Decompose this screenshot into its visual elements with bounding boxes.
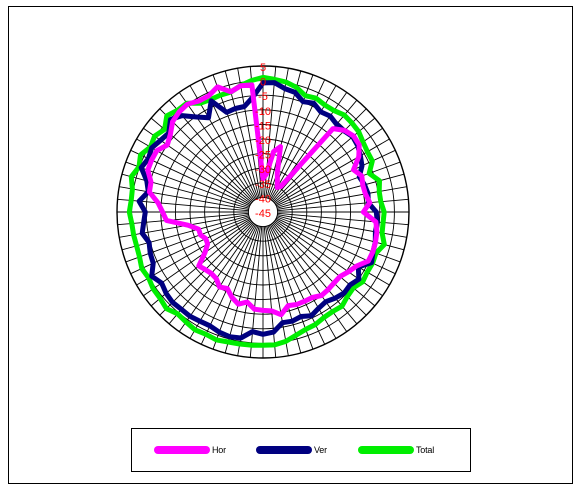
radial-tick-label: -40 <box>255 193 271 205</box>
grid-spoke <box>276 149 396 207</box>
radial-tick-label: 0 <box>260 77 266 89</box>
grid-spoke <box>275 218 390 286</box>
radial-tick-label: -35 <box>255 179 271 191</box>
grid-spoke <box>125 216 250 263</box>
grid-spoke <box>276 173 405 209</box>
grid-spoke <box>249 226 263 358</box>
legend-item-ver: Ver <box>256 441 327 459</box>
grid-spoke <box>178 92 255 201</box>
grid-spoke <box>276 217 396 275</box>
grid-spoke <box>121 215 250 251</box>
grid-spoke <box>277 214 407 238</box>
grid-spoke <box>275 138 390 206</box>
grid-spoke <box>119 186 249 210</box>
grid-spoke <box>276 161 401 208</box>
grid-spoke <box>277 198 409 212</box>
radial-tick-label: -20 <box>255 135 271 147</box>
grid-spoke <box>121 173 250 209</box>
legend-swatch-total <box>358 446 414 454</box>
grid-spoke <box>263 226 277 358</box>
legend-label-ver: Ver <box>314 445 327 455</box>
grid-spoke <box>277 186 407 210</box>
series-line-hor <box>145 82 380 318</box>
grid-spoke <box>237 226 261 356</box>
grid-spoke <box>273 221 376 307</box>
grid-spoke <box>130 217 250 275</box>
grid-spoke <box>117 212 249 226</box>
radial-tick-label: -30 <box>255 164 271 176</box>
radial-tick-label: -5 <box>258 91 268 103</box>
grid-spoke <box>273 222 367 316</box>
grid-spoke <box>274 220 383 297</box>
radial-tick-label: -25 <box>255 150 271 162</box>
legend-swatch-ver <box>256 446 312 454</box>
grid-spoke <box>266 225 302 354</box>
grid-spoke <box>159 108 253 202</box>
legend: Hor Ver Total <box>131 428 471 472</box>
grid-spoke <box>265 226 289 356</box>
legend-label-total: Total <box>416 445 435 455</box>
radial-tick-label: 5 <box>260 62 266 74</box>
legend-item-hor: Hor <box>154 441 226 459</box>
grid-spoke <box>224 225 260 354</box>
radial-tick-label: -45 <box>255 208 271 220</box>
radial-tick-label: -15 <box>255 120 271 132</box>
grid-spoke <box>136 218 251 286</box>
legend-item-total: Total <box>358 441 434 459</box>
radial-tick-label: -10 <box>255 106 271 118</box>
grid-spoke <box>277 212 409 226</box>
grid-spoke <box>271 223 348 332</box>
legend-label-hor: Hor <box>212 445 226 455</box>
grid-spoke <box>212 225 259 350</box>
grid-spoke <box>276 216 401 263</box>
legend-swatch-hor <box>154 446 210 454</box>
grid-spoke <box>237 68 261 198</box>
